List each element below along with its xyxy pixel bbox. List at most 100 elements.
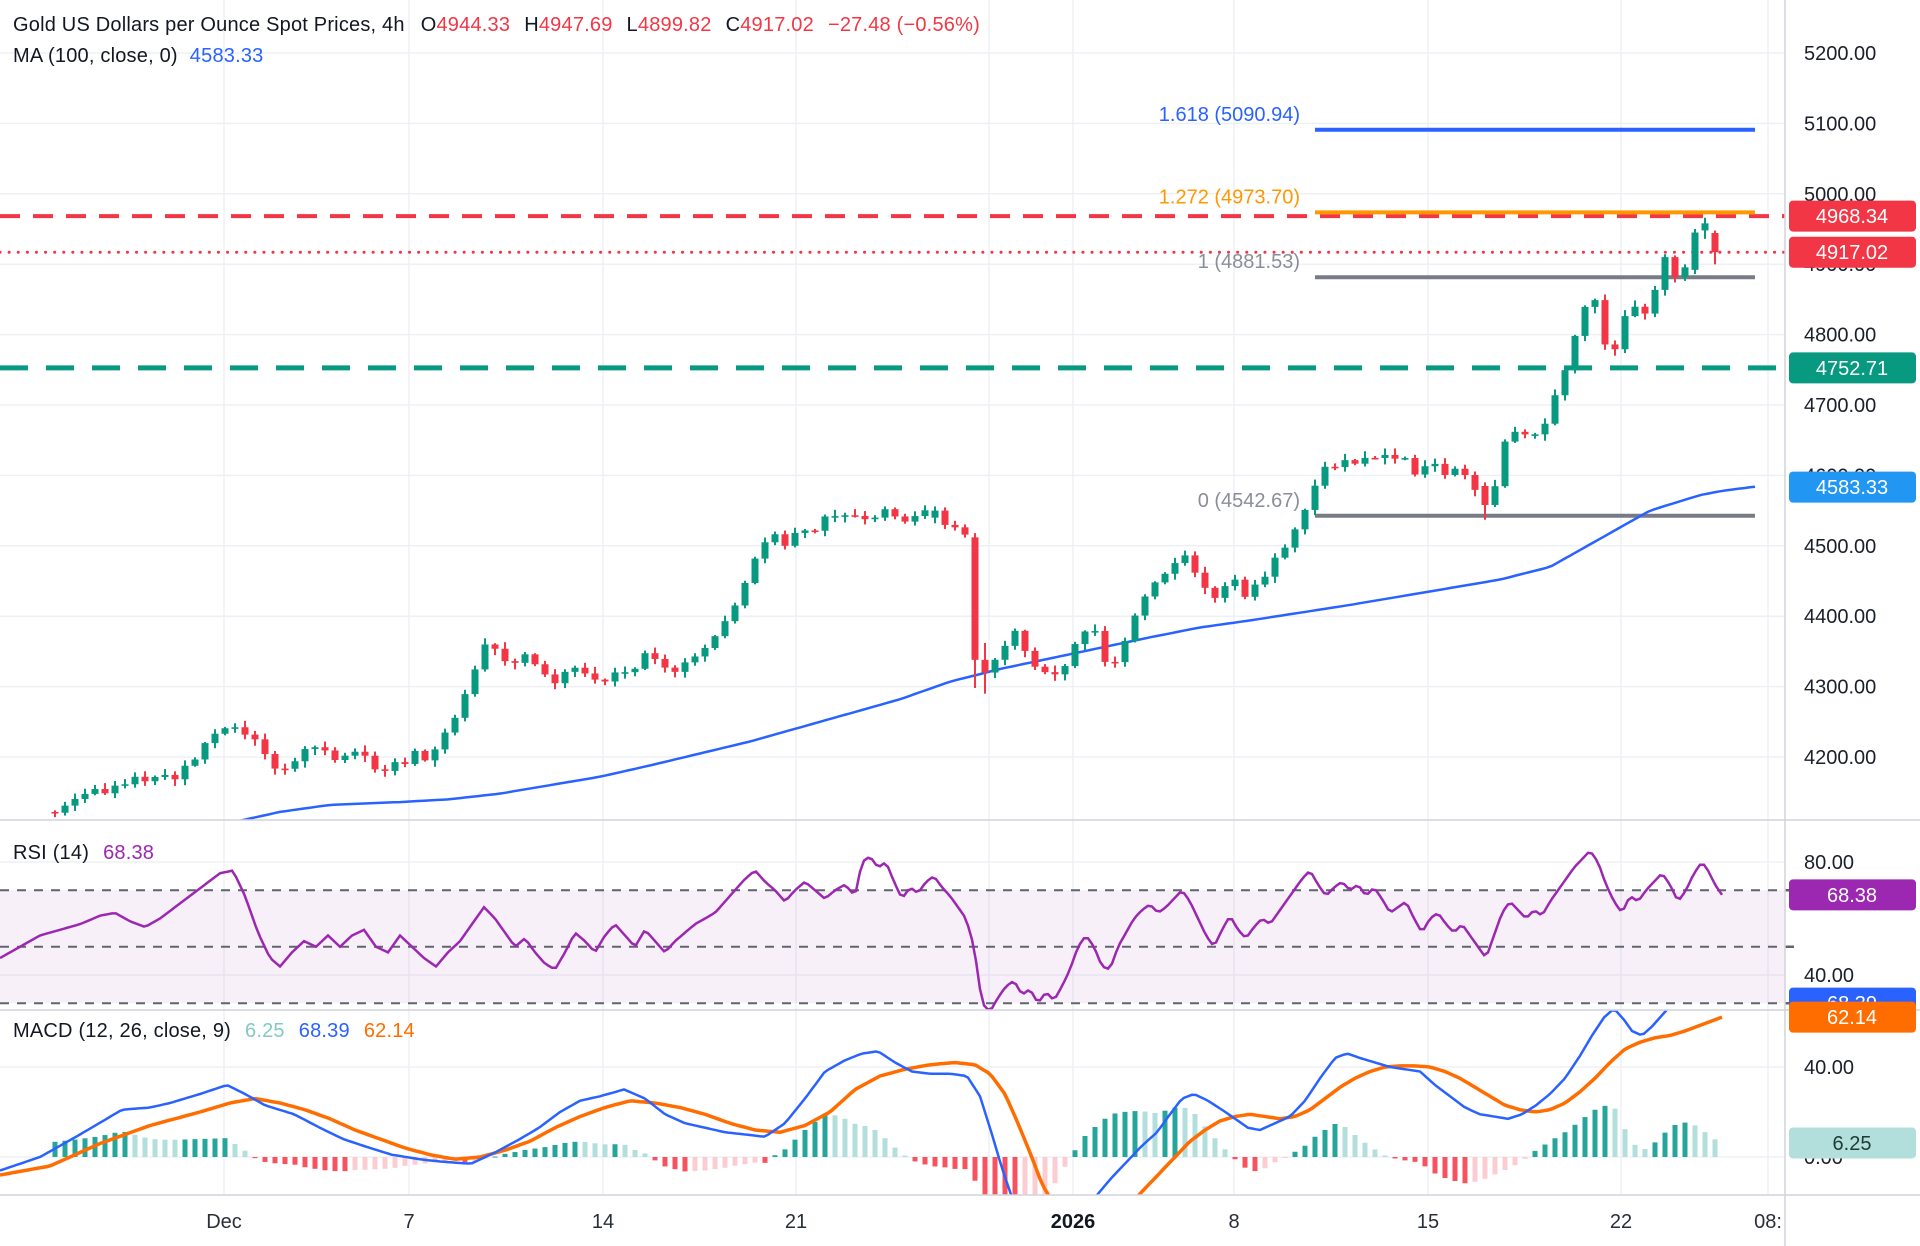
- fib-retracement-lines[interactable]: [1315, 127, 1755, 518]
- price-axis[interactable]: 5200.005100.005000.004900.004800.004700.…: [1789, 43, 1916, 1169]
- price-badge-4583.33: 4583.33: [1789, 471, 1916, 503]
- macd-histogram-bar: [652, 1157, 658, 1161]
- macd-histogram-bar: [562, 1142, 568, 1157]
- time-label-2026: 2026: [1051, 1211, 1096, 1233]
- macd-histogram-bar: [692, 1157, 698, 1171]
- macd-histogram-bar: [1212, 1138, 1218, 1157]
- macd-histogram-bar: [1162, 1110, 1168, 1157]
- macd-histogram-bar: [1502, 1157, 1508, 1171]
- macd-histogram-bar: [1402, 1157, 1408, 1161]
- fib-label: 1 (4881.53): [1198, 251, 1300, 273]
- macd-histogram-bar: [1562, 1132, 1568, 1157]
- macd-histogram-bar: [1332, 1124, 1338, 1157]
- macd-histogram-bar: [232, 1143, 238, 1157]
- macd-histogram-bar: [1292, 1151, 1298, 1157]
- close-pair: C4917.02: [725, 14, 814, 36]
- macd-histogram-bar: [222, 1138, 228, 1157]
- macd-signal-badge: 62.14: [1789, 1001, 1916, 1033]
- time-label-22: 22: [1610, 1211, 1632, 1233]
- macd-histogram-bar: [1042, 1157, 1048, 1195]
- macd-histogram-bar: [622, 1144, 628, 1157]
- change-value: −27.48 (−0.56%): [827, 14, 980, 36]
- macd-histogram-bar: [502, 1153, 508, 1157]
- macd-histogram-bar: [272, 1157, 278, 1164]
- macd-histogram-bar: [1012, 1157, 1018, 1195]
- main-legend[interactable]: Gold US Dollars per Ounce Spot Prices, 4…: [13, 14, 980, 37]
- fib-label: 0 (4542.67): [1198, 490, 1300, 512]
- macd-histogram-bar: [1512, 1157, 1518, 1166]
- macd-histogram-bar: [262, 1157, 268, 1162]
- macd-histogram-bar: [292, 1157, 298, 1165]
- macd-histogram-bar: [332, 1157, 338, 1172]
- macd-legend[interactable]: MACD (12, 26, close, 9) 6.25 68.39 62.14: [13, 1020, 415, 1043]
- macd-histogram-bar: [162, 1139, 168, 1157]
- macd-histogram-bar: [722, 1157, 728, 1168]
- macd-histogram-bar: [282, 1157, 288, 1165]
- macd-histogram-bar: [72, 1139, 78, 1157]
- macd-histogram-bar: [872, 1129, 878, 1157]
- rsi-label: RSI (14): [13, 842, 90, 864]
- rsi-badge: 68.38: [1789, 879, 1916, 911]
- macd-histogram-bar: [172, 1139, 178, 1157]
- macd-histogram-bar: [1652, 1142, 1658, 1157]
- svg-text:4583.33: 4583.33: [1816, 477, 1888, 499]
- macd-histogram-bar: [982, 1157, 988, 1195]
- axis-tick-label: 80.00: [1804, 852, 1854, 874]
- macd-histogram-bar: [1532, 1150, 1538, 1157]
- macd-histogram-bar: [402, 1157, 408, 1166]
- macd-histogram-bar: [1022, 1157, 1028, 1195]
- macd-histogram-bar: [942, 1157, 948, 1168]
- macd-histogram-bar: [1702, 1132, 1708, 1157]
- ma-100-line[interactable]: [232, 485, 1756, 823]
- macd-histogram-bar: [1522, 1157, 1528, 1159]
- time-label-14: 14: [592, 1211, 614, 1233]
- macd-histogram-bar: [742, 1157, 748, 1165]
- macd-histogram-bar: [122, 1132, 128, 1157]
- close-value: 4917.02: [740, 14, 814, 36]
- macd-histogram-bar: [1412, 1157, 1418, 1162]
- macd-histogram-bar: [82, 1138, 88, 1157]
- gridlines: [0, 0, 1785, 1195]
- high-value: 4947.69: [538, 14, 613, 36]
- macd-histogram-bar: [1392, 1157, 1398, 1159]
- macd-histogram-bar: [552, 1145, 558, 1157]
- macd-histogram-bar: [972, 1157, 978, 1181]
- open-pair: O4944.33: [420, 14, 511, 36]
- macd-histogram-bar: [192, 1139, 198, 1157]
- time-axis[interactable]: Dec 7 14 21 2026 8 15 22 08:: [206, 1211, 1782, 1233]
- rsi-legend[interactable]: RSI (14) 68.38: [13, 842, 154, 865]
- candles-layer: [51, 217, 1719, 818]
- low-pair: L4899.82: [626, 14, 712, 36]
- macd-histogram-bar: [1182, 1107, 1188, 1157]
- macd-histogram-bar: [822, 1113, 828, 1157]
- macd-histogram-bar: [1052, 1157, 1058, 1184]
- macd-histogram-bar: [1622, 1129, 1628, 1157]
- macd-histogram-bar: [802, 1130, 808, 1157]
- macd-histogram-bar: [882, 1138, 888, 1157]
- macd-histogram-bar: [1642, 1149, 1648, 1157]
- macd-histogram-bar: [1082, 1136, 1088, 1157]
- axis-tick-label: 4200.00: [1804, 747, 1876, 769]
- macd-histogram-bar: [362, 1157, 368, 1170]
- macd-histogram-bar: [1422, 1157, 1428, 1167]
- macd-histogram-bar: [642, 1153, 648, 1157]
- time-label-8: 8: [1228, 1211, 1239, 1233]
- macd-histogram-bar: [902, 1155, 908, 1157]
- macd-histogram-bar: [1462, 1157, 1468, 1184]
- macd-histogram-bar: [1172, 1107, 1178, 1157]
- macd-histogram-bar: [62, 1140, 68, 1157]
- macd-histogram-bar: [112, 1132, 118, 1157]
- macd-histogram-bar: [532, 1148, 538, 1157]
- macd-hist-badge: 6.25: [1789, 1127, 1916, 1159]
- ma-legend[interactable]: MA (100, close, 0) 4583.33: [13, 45, 264, 68]
- macd-histogram-bar: [1142, 1111, 1148, 1157]
- macd-histogram-bar: [912, 1157, 918, 1162]
- macd-histogram-bar: [1122, 1111, 1128, 1157]
- time-label-21: 21: [785, 1211, 807, 1233]
- macd-histogram-bar: [1132, 1111, 1138, 1157]
- svg-text:68.38: 68.38: [1827, 885, 1877, 907]
- macd-histogram-bar: [322, 1157, 328, 1171]
